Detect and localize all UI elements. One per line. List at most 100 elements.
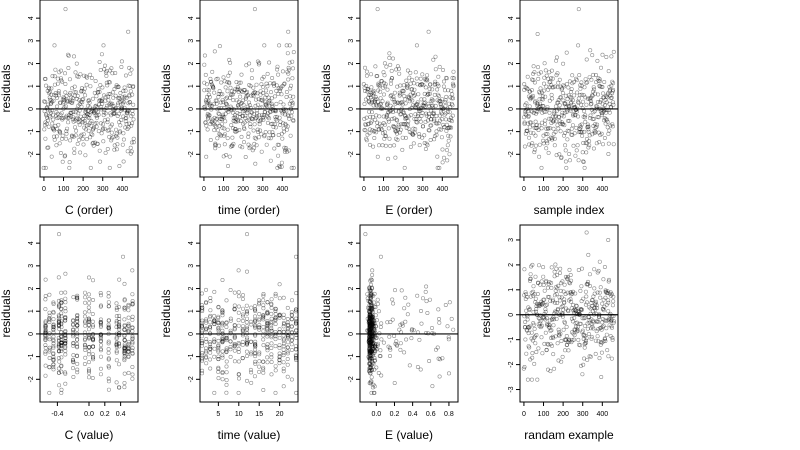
data-point [408,113,413,118]
data-point [118,91,123,96]
data-point [388,62,393,67]
data-point [369,301,374,306]
data-point [395,137,400,142]
data-point [234,80,239,85]
data-point [589,101,594,106]
data-point [362,102,367,107]
data-point [270,133,275,138]
data-point [228,330,233,335]
data-point [265,309,270,314]
data-point [83,345,88,350]
data-point [368,335,373,340]
data-point [285,51,290,56]
data-point [418,82,423,87]
data-point [539,120,544,125]
data-point [228,60,233,65]
data-point [257,119,262,124]
data-point [450,103,455,108]
x-tick-label: 300 [97,186,109,193]
data-point [53,93,58,98]
data-point [212,321,217,326]
data-point [86,360,91,365]
data-point [114,350,119,355]
data-point [367,324,372,329]
data-point [289,310,294,315]
data-point [426,101,431,106]
data-point [598,98,603,103]
data-point [86,98,91,103]
data-point [572,131,577,136]
data-point [274,88,279,93]
data-point [51,112,56,117]
data-point [370,347,375,352]
data-point [232,303,237,308]
data-point [60,117,65,122]
data-point [120,106,125,111]
data-point [63,371,68,376]
data-point [124,116,129,121]
data-point [559,155,564,160]
data-point [91,297,96,302]
data-point [265,71,270,76]
data-point [250,117,255,122]
data-point [248,84,253,89]
data-point [204,339,209,344]
data-point [374,335,379,340]
y-tick-label: 0 [28,107,35,111]
data-point [367,315,372,320]
data-point [209,79,214,84]
data-point [93,104,98,109]
data-point [378,106,383,111]
data-point [255,102,260,107]
data-point [543,94,548,99]
data-point [529,108,534,113]
data-point [536,76,541,81]
data-point [382,61,387,66]
data-point [601,91,606,96]
data-point [51,357,56,362]
data-point [281,338,286,343]
data-point [600,111,605,116]
data-point [100,85,105,90]
data-point [245,232,250,237]
data-point [55,76,60,81]
data-point [228,318,233,323]
data-point [63,345,68,350]
data-point [212,319,217,324]
data-point [98,98,103,103]
data-point [122,350,127,355]
data-point [362,116,367,121]
data-point [368,321,373,326]
data-point [253,136,258,141]
data-point [73,110,78,115]
data-point [437,320,442,325]
data-point [389,78,394,83]
data-point [386,156,391,161]
data-point [131,117,136,122]
data-point [128,89,133,94]
data-point [68,99,73,104]
data-point [537,154,542,159]
data-point [86,322,91,327]
data-point [445,143,450,148]
data-point [63,316,68,321]
data-point [442,125,447,130]
data-point [43,165,48,170]
data-point [200,291,205,296]
data-point [603,97,608,102]
data-point [384,106,389,111]
data-point [272,146,277,151]
data-point [260,76,265,81]
data-point [367,306,372,311]
data-point [47,349,52,354]
data-point [367,358,372,363]
data-point [265,342,270,347]
data-point [367,319,372,324]
data-point [51,338,56,343]
data-point [540,97,545,102]
data-point [528,294,533,299]
data-point [413,112,418,117]
data-point [213,143,218,148]
data-point [281,369,286,374]
